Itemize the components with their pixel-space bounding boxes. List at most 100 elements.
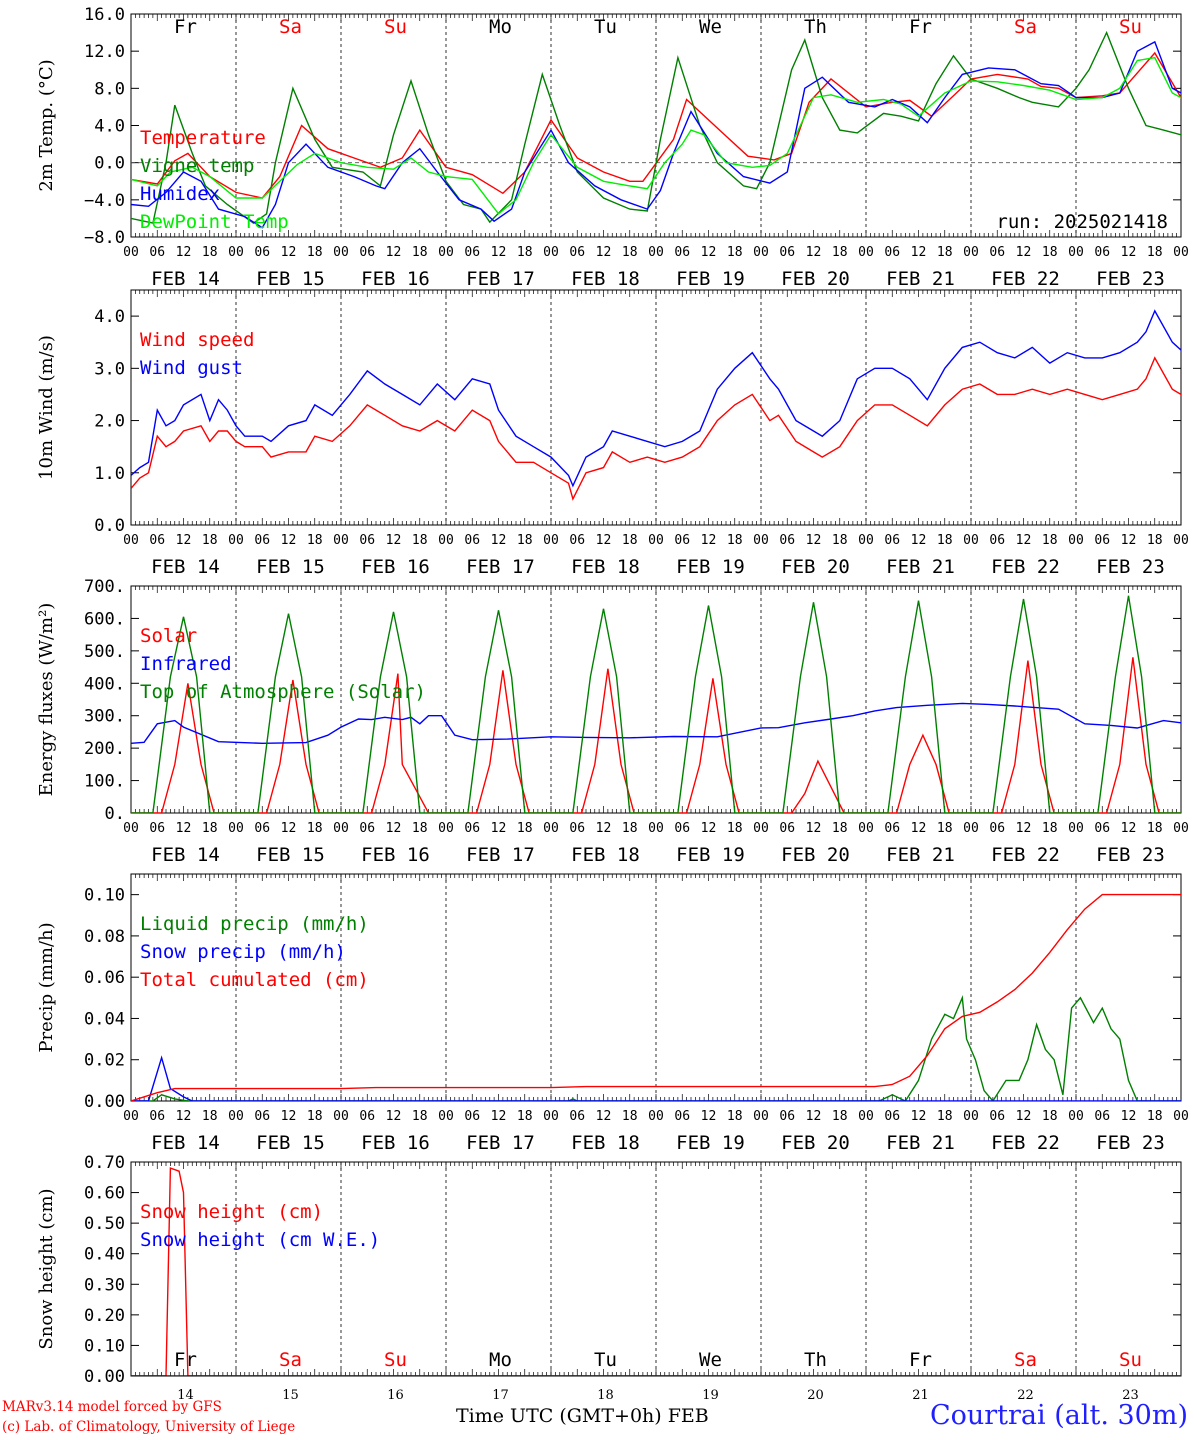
y-tick-label: 0.06	[84, 968, 125, 988]
day-label: FEB 18	[571, 556, 640, 578]
hour-tick-label: 06	[149, 245, 165, 260]
hour-tick-label: 12	[176, 533, 192, 548]
hour-tick-label: 12	[281, 1109, 297, 1124]
y-tick-label: −8.0	[84, 228, 125, 248]
hour-tick-label: 12	[1121, 245, 1137, 260]
hour-tick-label: 00	[1173, 533, 1189, 548]
y-tick-label: 600.	[84, 609, 125, 629]
y-tick-label: 0.40	[84, 1245, 125, 1265]
hour-tick-label: 18	[412, 1109, 428, 1124]
panel-2: 4.0 3.0 2.0 1.0 0.0 10m Wind (m/s) Wind speed W…	[36, 289, 1189, 578]
hour-tick-label: 18	[832, 821, 848, 836]
hour-tick-label: 12	[806, 533, 822, 548]
day-label: FEB 21	[886, 1132, 955, 1154]
y-axis-label: 2m Temp. (°C)	[36, 59, 57, 191]
hour-tick-label: 06	[989, 821, 1005, 836]
weekday-label-top: We	[699, 16, 722, 38]
hour-tick-label: 06	[989, 245, 1005, 260]
day-label: FEB 22	[991, 556, 1060, 578]
hour-tick-label: 06	[569, 533, 585, 548]
hour-tick-label: 00	[753, 533, 769, 548]
day-label: FEB 19	[676, 844, 745, 866]
day-label: FEB 20	[781, 1132, 850, 1154]
hour-tick-label: 06	[254, 533, 270, 548]
y-tick-label: 0.0	[94, 154, 125, 174]
legend-entry: Infrared	[140, 653, 232, 675]
hour-tick-label: 06	[779, 533, 795, 548]
hour-tick-label: 00	[753, 1109, 769, 1124]
weekday-label-bottom: Sa	[1014, 1349, 1037, 1371]
hour-tick-label: 00	[648, 533, 664, 548]
hour-tick-label: 06	[359, 533, 375, 548]
day-label: FEB 21	[886, 556, 955, 578]
hour-tick-label: 18	[202, 1109, 218, 1124]
hour-tick-label: 06	[464, 821, 480, 836]
series-line	[131, 595, 1181, 813]
hour-tick-label: 18	[1147, 245, 1163, 260]
hour-tick-label: 00	[963, 245, 979, 260]
hour-tick-label: 00	[963, 533, 979, 548]
hour-tick-label: 06	[254, 821, 270, 836]
series-line	[131, 893, 1181, 1101]
hour-tick-label: 00	[123, 245, 139, 260]
day-label: FEB 15	[256, 1132, 325, 1154]
hour-tick-label: 18	[622, 1109, 638, 1124]
hour-tick-label: 12	[806, 1109, 822, 1124]
y-axis-label: 10m Wind (m/s)	[36, 335, 57, 480]
y-axis-label: Energy fluxes (W/m²)	[36, 603, 57, 797]
y-tick-label: 100.	[84, 772, 125, 792]
hour-tick-label: 18	[202, 821, 218, 836]
weekday-label-top: Sa	[279, 16, 302, 38]
weekday-label-bottom: Tu	[594, 1349, 617, 1371]
legend-entry: Snow height (cm W.E.)	[140, 1229, 380, 1251]
day-label: FEB 21	[886, 268, 955, 290]
hour-tick-label: 06	[884, 1109, 900, 1124]
day-label: FEB 18	[571, 844, 640, 866]
hour-tick-label: 12	[1016, 1109, 1032, 1124]
hour-tick-label: 06	[884, 245, 900, 260]
hour-tick-label: 00	[438, 1109, 454, 1124]
hour-tick-label: 18	[727, 1109, 743, 1124]
hour-tick-label: 00	[228, 821, 244, 836]
hour-tick-label: 06	[149, 1109, 165, 1124]
hour-tick-label: 06	[1094, 245, 1110, 260]
legend-entry: Total cumulated (cm)	[140, 969, 369, 991]
hour-tick-label: 00	[228, 533, 244, 548]
day-label: FEB 17	[466, 556, 535, 578]
hour-tick-label: 18	[517, 821, 533, 836]
hour-tick-label: 00	[543, 533, 559, 548]
day-label: FEB 19	[676, 1132, 745, 1154]
day-label: FEB 14	[151, 268, 220, 290]
hour-tick-label: 00	[1173, 1109, 1189, 1124]
day-label: FEB 17	[466, 268, 535, 290]
hour-tick-label: 12	[1016, 533, 1032, 548]
y-tick-label: 4.0	[94, 307, 125, 327]
hour-tick-label: 06	[989, 1109, 1005, 1124]
y-tick-label: 200.	[84, 739, 125, 759]
hour-tick-label: 00	[1068, 533, 1084, 548]
day-label: FEB 23	[1096, 268, 1165, 290]
hour-tick-label: 18	[622, 245, 638, 260]
day-number-label: 20	[807, 1388, 824, 1403]
hour-tick-label: 06	[674, 245, 690, 260]
legend-entry: Top of Atmosphere (Solar)	[140, 681, 426, 703]
hour-tick-label: 12	[386, 821, 402, 836]
y-tick-label: 3.0	[94, 359, 125, 379]
hour-tick-label: 06	[1094, 533, 1110, 548]
weekday-label-bottom: Fr	[909, 1349, 932, 1371]
hour-tick-label: 12	[386, 533, 402, 548]
y-tick-label: 0.02	[84, 1051, 125, 1071]
hour-tick-label: 00	[648, 245, 664, 260]
hour-tick-label: 18	[202, 245, 218, 260]
y-tick-label: 4.0	[94, 117, 125, 137]
hour-tick-label: 00	[228, 245, 244, 260]
hour-tick-label: 00	[123, 1109, 139, 1124]
hour-tick-label: 18	[1042, 1109, 1058, 1124]
legend-entry: Snow precip (mm/h)	[140, 941, 346, 963]
hour-tick-label: 18	[1042, 533, 1058, 548]
weekday-label-bottom: Su	[384, 1349, 407, 1371]
hour-tick-label: 00	[753, 821, 769, 836]
hour-tick-label: 06	[674, 1109, 690, 1124]
hour-tick-label: 06	[359, 245, 375, 260]
hour-tick-label: 18	[412, 533, 428, 548]
